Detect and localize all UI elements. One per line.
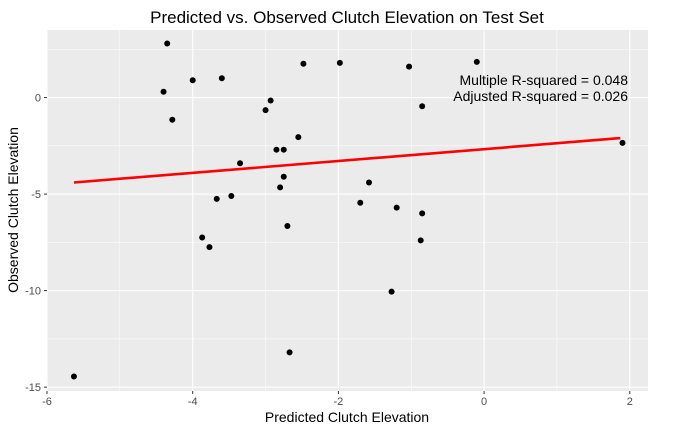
- x-tick-label: -6: [42, 396, 52, 408]
- plot-panel: [47, 30, 648, 391]
- data-point: [357, 199, 364, 206]
- data-point: [417, 237, 424, 244]
- x-tick-label: -4: [188, 396, 198, 408]
- data-point: [419, 103, 426, 110]
- data-point: [286, 349, 293, 356]
- chart-title: Predicted vs. Observed Clutch Elevation …: [150, 8, 544, 27]
- data-point: [280, 146, 287, 153]
- data-point: [169, 116, 176, 123]
- data-point: [619, 139, 626, 146]
- regression-fit-line: [73, 136, 621, 184]
- data-point: [206, 244, 213, 251]
- x-axis-title: Predicted Clutch Elevation: [265, 409, 429, 425]
- data-point: [388, 288, 395, 295]
- y-tick-label: -15: [25, 382, 41, 394]
- data-point: [284, 222, 291, 229]
- axis-ticks: -6 -4 -2 0 2 -15 -10 -5 0: [25, 93, 633, 408]
- y-tick-label: 0: [35, 93, 41, 105]
- data-point: [295, 134, 302, 141]
- data-point: [262, 107, 269, 114]
- data-point: [365, 179, 372, 186]
- data-point: [199, 234, 206, 241]
- data-point: [189, 77, 196, 84]
- data-point: [336, 59, 343, 66]
- minor-gridlines: [47, 30, 648, 391]
- annotation-multiple-r-squared: Multiple R-squared = 0.048: [460, 72, 629, 88]
- x-tick-label: -2: [334, 396, 344, 408]
- data-point: [267, 97, 274, 104]
- data-point: [228, 193, 235, 200]
- data-point: [419, 210, 426, 217]
- data-point: [393, 204, 400, 211]
- data-point: [164, 40, 171, 47]
- data-point: [473, 58, 480, 65]
- fit-line-layer: [73, 136, 621, 184]
- data-point: [237, 160, 244, 167]
- x-tick-label: 0: [481, 396, 487, 408]
- data-point: [213, 195, 220, 202]
- data-point: [160, 88, 167, 95]
- y-tick-label: -5: [31, 189, 41, 201]
- data-point: [300, 60, 307, 67]
- data-point: [273, 146, 280, 153]
- data-point: [280, 173, 287, 180]
- y-axis-title: Observed Clutch Elevation: [5, 127, 21, 293]
- data-point: [277, 184, 284, 191]
- annotation-adjusted-r-squared: Adjusted R-squared = 0.026: [453, 88, 628, 104]
- major-gridlines: [46, 30, 648, 391]
- x-tick-label: 2: [627, 396, 633, 408]
- data-point: [218, 75, 225, 82]
- points-layer: [70, 40, 626, 380]
- data-point: [406, 63, 413, 70]
- data-point: [70, 373, 77, 380]
- y-tick-label: -10: [25, 286, 41, 298]
